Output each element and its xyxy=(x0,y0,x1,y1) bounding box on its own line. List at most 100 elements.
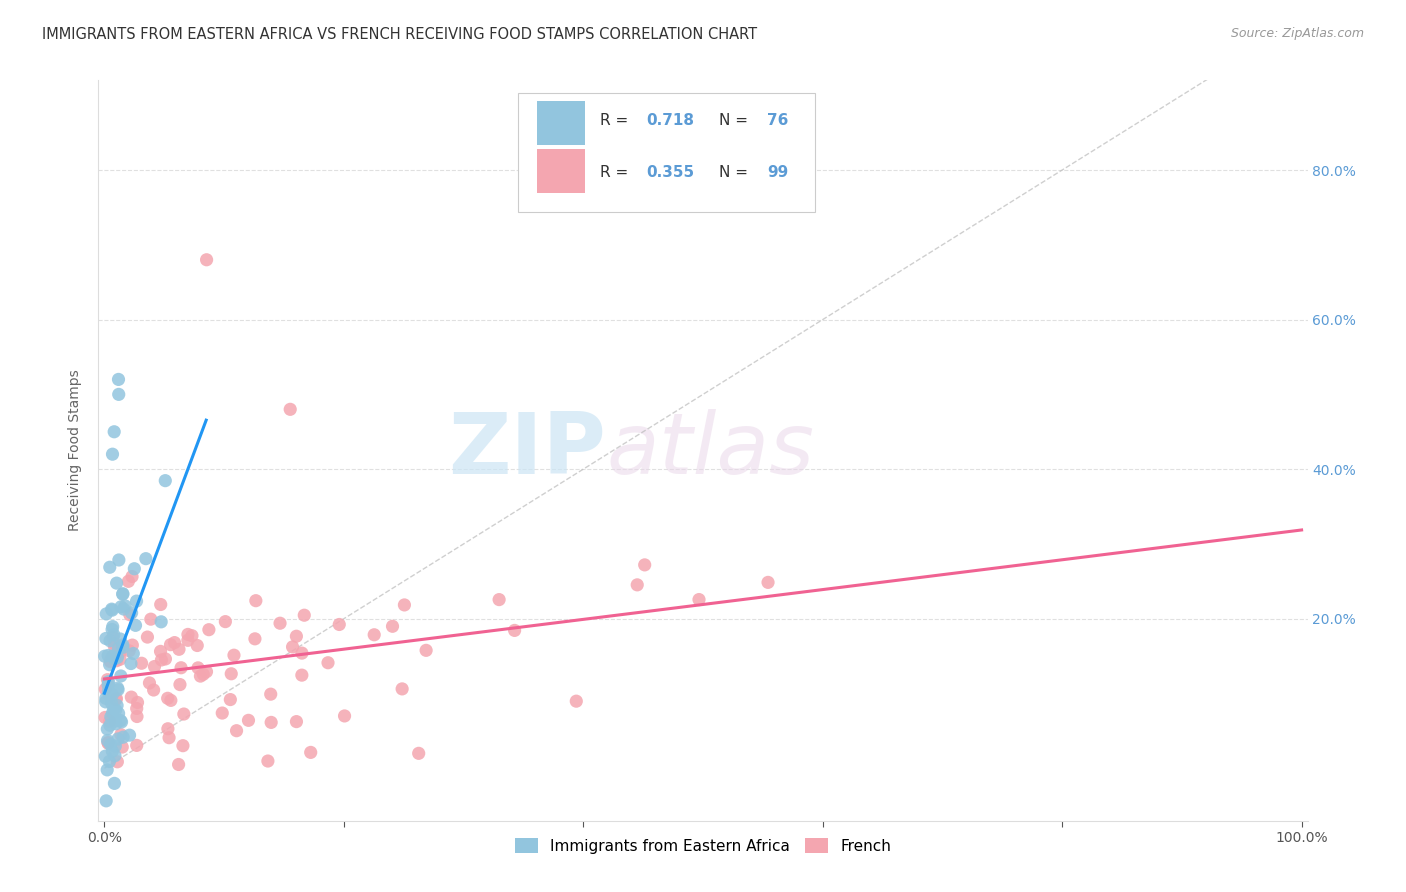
Point xyxy=(187,661,209,675)
Point xyxy=(105,691,128,706)
Point xyxy=(131,657,153,671)
Point xyxy=(97,674,120,689)
Point xyxy=(103,776,125,790)
Point xyxy=(104,637,127,651)
Point xyxy=(112,730,135,744)
Point xyxy=(118,728,141,742)
Text: N =: N = xyxy=(718,165,752,180)
Point xyxy=(96,722,118,736)
Point xyxy=(105,654,128,668)
Text: 99: 99 xyxy=(768,165,789,180)
Point xyxy=(104,716,127,731)
Point xyxy=(155,474,177,488)
Point xyxy=(105,576,128,591)
Point xyxy=(125,709,148,723)
Text: 76: 76 xyxy=(768,113,789,128)
Point xyxy=(219,666,242,681)
Point xyxy=(93,649,115,664)
Point xyxy=(111,587,134,601)
Point xyxy=(281,640,304,654)
Point xyxy=(104,748,127,763)
Point xyxy=(222,648,245,663)
Y-axis label: Receiving Food Stamps: Receiving Food Stamps xyxy=(69,369,83,532)
Point xyxy=(104,692,127,706)
Point xyxy=(101,447,124,461)
Point xyxy=(503,624,526,638)
Point xyxy=(104,703,127,717)
Point xyxy=(121,569,143,583)
Point xyxy=(110,632,132,646)
Point xyxy=(101,706,124,720)
Point xyxy=(291,668,314,682)
Point xyxy=(107,682,129,697)
Point xyxy=(138,676,160,690)
Point xyxy=(391,681,413,696)
Point xyxy=(198,623,221,637)
Point xyxy=(101,619,124,633)
Point xyxy=(97,736,120,750)
FancyBboxPatch shape xyxy=(537,149,585,193)
Point xyxy=(107,372,129,386)
Point xyxy=(107,641,129,656)
Point xyxy=(104,739,127,753)
Point xyxy=(394,598,416,612)
Point xyxy=(160,693,183,707)
Point xyxy=(103,702,125,716)
Point xyxy=(177,633,200,648)
Point xyxy=(100,696,122,710)
Point xyxy=(98,633,121,648)
Point xyxy=(96,733,118,747)
Point xyxy=(149,644,172,658)
Point xyxy=(190,669,212,683)
Point xyxy=(260,715,283,730)
Point xyxy=(565,694,588,708)
Text: ZIP: ZIP xyxy=(449,409,606,492)
Point xyxy=(94,749,117,764)
Point xyxy=(103,628,125,642)
Point xyxy=(103,425,125,439)
FancyBboxPatch shape xyxy=(517,93,815,212)
Point xyxy=(100,602,122,616)
Point xyxy=(114,599,136,613)
Point xyxy=(110,714,132,728)
Point xyxy=(181,629,204,643)
Point xyxy=(243,632,266,646)
Point xyxy=(488,592,510,607)
Point xyxy=(124,618,146,632)
Point xyxy=(688,592,710,607)
Point xyxy=(285,714,308,729)
Point xyxy=(177,627,200,641)
Point xyxy=(94,695,117,709)
Point xyxy=(105,755,128,769)
Point xyxy=(118,607,141,622)
Point xyxy=(98,718,121,732)
Text: R =: R = xyxy=(600,113,633,128)
Point xyxy=(96,763,118,777)
Point xyxy=(127,696,149,710)
Point xyxy=(100,653,122,667)
Point xyxy=(111,638,134,652)
Point xyxy=(333,709,356,723)
Point xyxy=(157,731,180,745)
Point xyxy=(97,678,120,692)
Point xyxy=(101,631,124,645)
Point xyxy=(163,635,186,649)
Point xyxy=(285,629,308,643)
Point xyxy=(415,643,437,657)
Point xyxy=(120,690,142,705)
Point xyxy=(101,649,124,664)
Point xyxy=(117,574,139,589)
Point xyxy=(98,714,121,729)
Point xyxy=(110,728,132,742)
Point xyxy=(107,731,129,746)
Point xyxy=(96,673,118,687)
Point xyxy=(211,706,233,720)
Point xyxy=(96,794,118,808)
Point xyxy=(173,706,195,721)
Point xyxy=(125,739,148,753)
Point xyxy=(155,652,177,666)
Point xyxy=(245,593,267,607)
Point xyxy=(195,252,218,267)
Text: R =: R = xyxy=(600,165,633,180)
Point xyxy=(97,735,120,749)
